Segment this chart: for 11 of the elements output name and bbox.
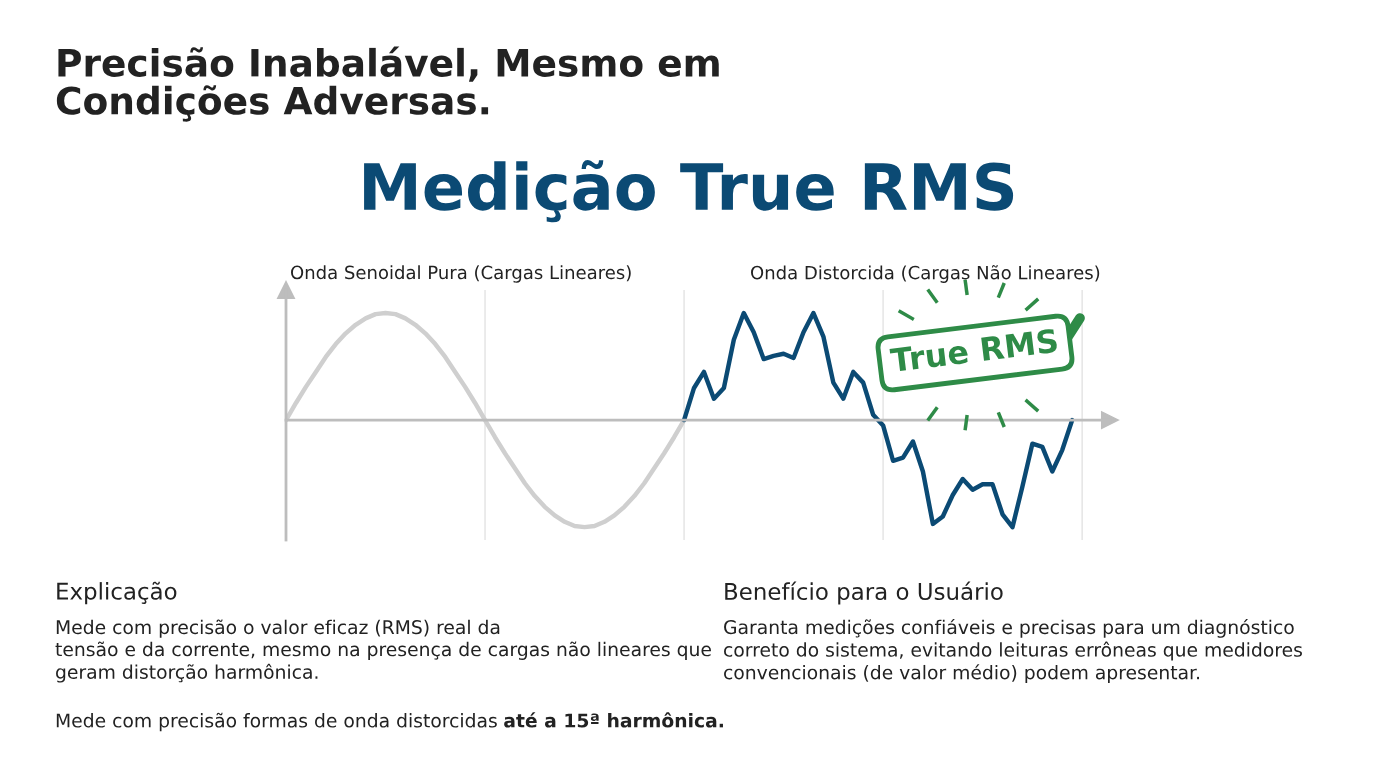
- text: Onda Distorcida (Cargas Não Lineares): [751, 265, 1100, 283]
- text: Garanta medições confiáveis e precisas para um diagnóstico correto do sistema, evitando leituras errôneas que medidores convencionais (de valor médio) podem apresentar.: [724, 618, 1302, 684]
- text: Benefício para o Usuário: [725, 581, 1003, 605]
- text: até a 15ª harmônica.: [504, 712, 723, 728]
- chart-subtitle: Medição True RMS: [364, 160, 1014, 223]
- annotation: True RMS: [889, 328, 1058, 373]
- text: Mede com precisão o valor eficaz (RMS) real da tensão e da corrente, mesmo na presença de cargas não lineares que geram distorção harmônica.: [55, 619, 711, 683]
- text: Explicação: [57, 581, 177, 605]
- text: Mede com precisão formas de onda distorcidas: [56, 712, 497, 732]
- chart-title: Precisão Inabalável, Mesmo em Condições Adversas.: [56, 46, 719, 122]
- text: Onda Senoidal Pura (Cargas Lineares): [291, 265, 631, 283]
